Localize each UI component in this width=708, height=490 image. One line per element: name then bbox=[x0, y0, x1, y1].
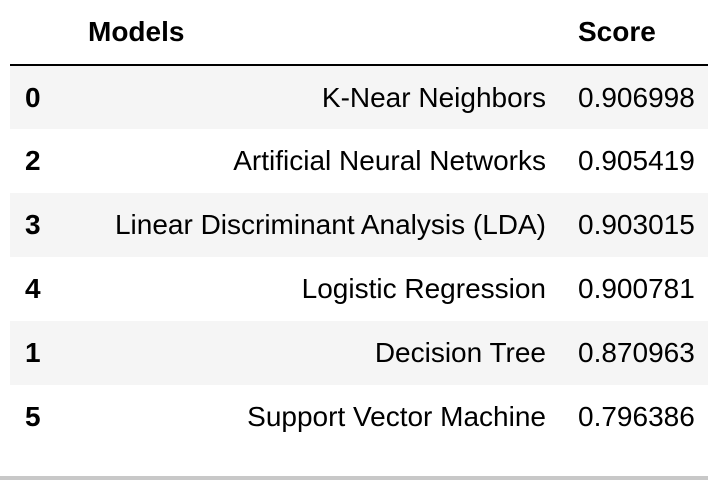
row-index: 1 bbox=[25, 337, 41, 368]
header-score: Score bbox=[562, 0, 708, 66]
table-row: 3 Linear Discriminant Analysis (LDA) 0.9… bbox=[10, 193, 708, 257]
table-row: 1 Decision Tree 0.870963 bbox=[10, 321, 708, 385]
row-model: Support Vector Machine bbox=[247, 401, 546, 432]
table-row: 0 K-Near Neighbors 0.906998 bbox=[10, 65, 708, 129]
row-score: 0.906998 bbox=[578, 81, 695, 113]
header-index bbox=[10, 0, 75, 66]
row-score: 0.903015 bbox=[578, 209, 695, 240]
row-score: 0.905419 bbox=[578, 145, 695, 176]
row-model: Artificial Neural Networks bbox=[233, 145, 546, 176]
header-row: Models Score bbox=[10, 0, 708, 66]
row-index: 0 bbox=[25, 81, 41, 113]
row-score: 0.870963 bbox=[578, 337, 695, 368]
row-model: K-Near Neighbors bbox=[321, 81, 546, 113]
table-body: 0 K-Near Neighbors 0.906998 2 Artificial… bbox=[10, 65, 708, 449]
table-row: 5 Support Vector Machine 0.796386 bbox=[10, 385, 708, 449]
row-model: Decision Tree bbox=[374, 337, 546, 368]
row-score: 0.796386 bbox=[578, 401, 695, 432]
row-score: 0.900781 bbox=[578, 273, 695, 304]
table-header: Models Score bbox=[10, 0, 708, 66]
table-row: 4 Logistic Regression 0.900781 bbox=[10, 257, 708, 321]
row-index: 3 bbox=[25, 209, 41, 240]
row-model: Linear Discriminant Analysis (LDA) bbox=[114, 209, 546, 240]
table-row: 2 Artificial Neural Networks 0.905419 bbox=[10, 129, 708, 193]
header-models: Models bbox=[75, 0, 562, 66]
row-index: 4 bbox=[25, 273, 41, 304]
horizontal-scrollbar[interactable] bbox=[0, 476, 708, 480]
row-model: Logistic Regression bbox=[301, 273, 546, 304]
dataframe-output: Models Score 0 K-Near Neighbors 0.906998… bbox=[10, 0, 708, 449]
row-index: 5 bbox=[25, 401, 41, 432]
row-index: 2 bbox=[25, 145, 41, 176]
models-score-table: Models Score 0 K-Near Neighbors 0.906998… bbox=[10, 0, 708, 449]
